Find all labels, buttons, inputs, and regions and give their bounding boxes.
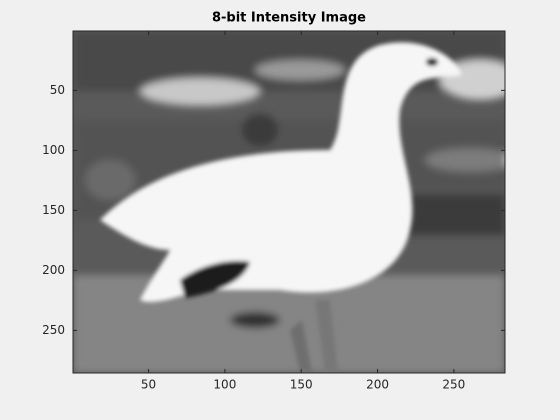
x-tick-label: 100	[213, 378, 236, 392]
y-tick-label: 50	[50, 83, 65, 97]
image	[73, 31, 505, 373]
x-tick-label: 200	[366, 378, 389, 392]
y-tick-label: 150	[42, 203, 65, 217]
x-tick-label: 50	[141, 378, 156, 392]
axes-box	[72, 30, 506, 374]
x-tick-label: 150	[290, 378, 313, 392]
chart-title: 8-bit Intensity Image	[212, 11, 366, 26]
x-tick-label: 250	[442, 378, 465, 392]
y-tick-label: 100	[42, 143, 65, 157]
y-tick-label: 250	[42, 323, 65, 337]
y-tick-label: 200	[42, 263, 65, 277]
